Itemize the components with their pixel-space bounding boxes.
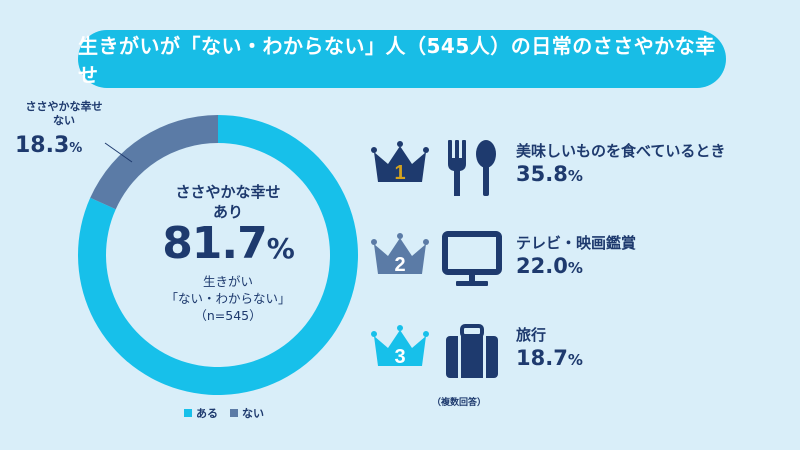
- rank-2-unit: %: [567, 259, 583, 277]
- multiple-answer-note: （複数回答）: [432, 398, 487, 408]
- rank-3-unit: %: [567, 351, 583, 369]
- fork-spoon-icon: [448, 140, 496, 196]
- rank-2-item: 2 テレビ・映画鑑賞 22.0%: [370, 230, 790, 290]
- title-banner: 生きがいが「ない・わからない」人（545人）の日常のささやかな幸せ: [78, 30, 726, 88]
- legend-item-yes: ある: [184, 405, 218, 421]
- legend-swatch-yes: [184, 409, 192, 417]
- center-label-line1: ささやかな幸せ: [175, 183, 281, 201]
- center-unit: %: [266, 232, 295, 265]
- legend-item-no: ない: [230, 405, 264, 421]
- no-slice-unit: %: [69, 141, 83, 156]
- crown-1-icon: 1: [371, 141, 429, 184]
- center-value: 81.7%: [148, 218, 308, 269]
- no-slice-value: 18.3%: [15, 133, 82, 158]
- tv-icon: [442, 231, 502, 286]
- no-slice-label-line1: ささやかな幸せ: [25, 100, 103, 113]
- rank-1-number: 1: [394, 162, 405, 184]
- center-number: 81.7: [162, 218, 268, 269]
- rank-3-number-value: 18.7: [516, 346, 568, 370]
- legend-label-yes: ある: [196, 407, 218, 420]
- crown-3-icon: 3: [371, 325, 429, 368]
- center-sub-line3: （n=545）: [194, 308, 262, 323]
- no-slice-leader-line: [104, 142, 133, 163]
- center-sub-line1: 生きがい: [202, 274, 253, 289]
- crown-2-icon: 2: [371, 233, 429, 276]
- center-label: ささやかな幸せ あり: [148, 182, 308, 222]
- center-subtitle: 生きがい 「ない・わからない」 （n=545）: [148, 273, 308, 324]
- rank-1-unit: %: [567, 167, 583, 185]
- rank-3-number: 3: [394, 346, 405, 368]
- legend-swatch-no: [230, 409, 238, 417]
- rank-1-item: 1 美味しいものを食べているとき 35.8%: [370, 138, 790, 198]
- rank-1-label: 美味しいものを食べているとき: [516, 142, 726, 160]
- rank-2-number-value: 22.0: [516, 254, 568, 278]
- legend-label-no: ない: [242, 407, 264, 420]
- center-sub-line2: 「ない・わからない」: [165, 291, 291, 306]
- rank-1-value: 35.8%: [516, 162, 583, 186]
- rank-3-value: 18.7%: [516, 346, 583, 370]
- rank-3-item: 3 旅行 18.7%: [370, 322, 790, 382]
- rank-2-value: 22.0%: [516, 254, 583, 278]
- rank-3-label: 旅行: [516, 326, 547, 344]
- chart-legend: ある ない: [184, 405, 264, 421]
- no-slice-number: 18.3: [15, 133, 70, 158]
- rank-2-number: 2: [394, 254, 405, 276]
- suitcase-icon: [446, 324, 498, 378]
- donut-slice-no: [90, 114, 218, 210]
- chart-title: 生きがいが「ない・わからない」人（545人）の日常のささやかな幸せ: [78, 34, 716, 87]
- rank-1-number-value: 35.8: [516, 162, 568, 186]
- rank-2-label: テレビ・映画鑑賞: [516, 234, 637, 252]
- no-slice-label-line2: ない: [53, 114, 75, 127]
- no-slice-label: ささやかな幸せ ない: [14, 100, 114, 128]
- center-label-line2: あり: [212, 203, 243, 221]
